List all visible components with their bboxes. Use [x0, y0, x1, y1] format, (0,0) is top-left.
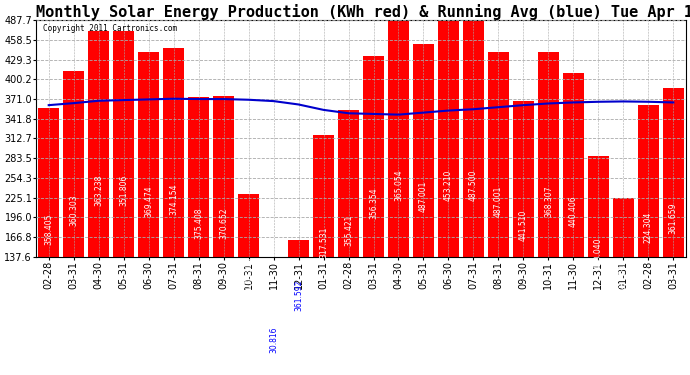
Bar: [88, 31, 109, 350]
Bar: [213, 96, 234, 350]
Text: 370.652: 370.652: [219, 207, 228, 239]
Bar: [363, 56, 384, 350]
Bar: [613, 198, 634, 350]
Text: 361.592: 361.592: [294, 279, 303, 311]
Bar: [463, 21, 484, 350]
Text: 440.406: 440.406: [569, 195, 578, 227]
Bar: [388, 21, 409, 350]
Bar: [538, 52, 559, 350]
Bar: [188, 97, 209, 350]
Text: 351.806: 351.806: [119, 175, 128, 206]
Text: 368.307: 368.307: [544, 185, 553, 217]
Text: 355.421: 355.421: [344, 214, 353, 246]
Bar: [138, 52, 159, 350]
Bar: [313, 135, 334, 350]
Bar: [488, 52, 509, 350]
Bar: [63, 71, 84, 350]
Bar: [163, 48, 184, 350]
Bar: [288, 240, 309, 350]
Text: 487.001: 487.001: [419, 181, 428, 213]
Text: 30.816: 30.816: [269, 326, 278, 352]
Bar: [563, 73, 584, 350]
Text: 374.154: 374.154: [169, 183, 178, 214]
Text: 487.001: 487.001: [494, 185, 503, 216]
Text: 224.304: 224.304: [644, 212, 653, 243]
Text: 487.500: 487.500: [469, 170, 478, 201]
Bar: [263, 329, 284, 350]
Text: 375.408: 375.408: [194, 208, 203, 239]
Text: 369.474: 369.474: [144, 185, 153, 217]
Bar: [413, 44, 434, 350]
Bar: [438, 21, 459, 350]
Text: 317.531: 317.531: [319, 227, 328, 258]
Text: 361.659: 361.659: [669, 203, 678, 234]
Bar: [638, 105, 659, 350]
Text: Copyright 2011 Cartronics.com: Copyright 2011 Cartronics.com: [43, 24, 177, 33]
Bar: [588, 156, 609, 350]
Text: 287.040: 287.040: [619, 258, 628, 290]
Text: 453.210: 453.210: [444, 170, 453, 201]
Text: 360.303: 360.303: [69, 195, 78, 226]
Text: 441.510: 441.510: [519, 210, 528, 241]
Text: 358.405: 358.405: [44, 213, 53, 244]
Text: 363.238: 363.238: [94, 175, 104, 206]
Bar: [513, 101, 534, 350]
Text: 230.806: 230.806: [244, 256, 253, 288]
Text: Monthly Solar Energy Production (KWh red) & Running Avg (blue) Tue Apr 12 06:48: Monthly Solar Energy Production (KWh red…: [36, 4, 690, 20]
Text: 410.040: 410.040: [594, 237, 603, 268]
Bar: [662, 88, 684, 350]
Bar: [238, 194, 259, 350]
Bar: [338, 110, 359, 350]
Bar: [113, 31, 135, 350]
Text: 365.054: 365.054: [394, 170, 403, 201]
Text: 356.354: 356.354: [369, 187, 378, 219]
Bar: [38, 108, 59, 350]
